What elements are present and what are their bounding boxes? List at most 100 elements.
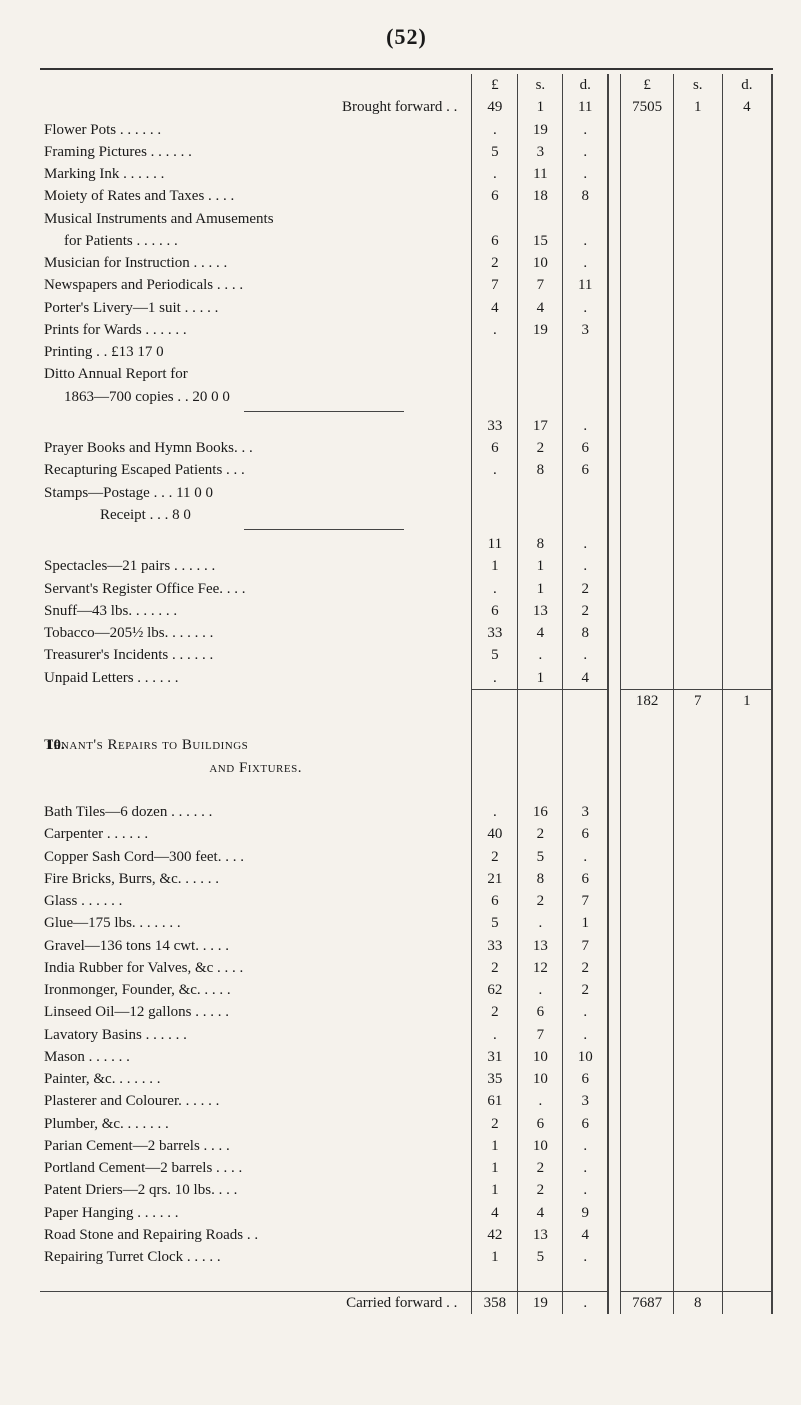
row-pence: 11 (563, 274, 608, 296)
row-description: Fire Bricks, Burrs, &c. . . . . . (40, 868, 472, 890)
row-description: Marking Ink . . . . . . (40, 163, 472, 185)
section10-body: Bath Tiles—6 dozen . . . . . ..163Carpen… (40, 801, 772, 1268)
row-description: India Rubber for Valves, &c . . . . (40, 957, 472, 979)
row-pence: 8 (563, 622, 608, 644)
row-pounds: 5 (472, 141, 518, 163)
ledger-row: Plumber, &c. . . . . . .266 (40, 1113, 772, 1135)
ledger-row: Road Stone and Repairing Roads . .42134 (40, 1224, 772, 1246)
ledger-row: Glass . . . . . .627 (40, 890, 772, 912)
ledger-row: Servant's Register Office Fee. . . ..12 (40, 578, 772, 600)
bf-outer-d: 4 (722, 96, 772, 118)
row-pounds: 42 (472, 1224, 518, 1246)
row-pence: . (563, 555, 608, 577)
row-description: Carpenter . . . . . . (40, 823, 472, 845)
row-pounds: 6 (472, 185, 518, 207)
row-pence: . (563, 533, 608, 555)
row-pence: 4 (563, 667, 608, 690)
section10-title-line2: and Fixtures. (209, 760, 302, 776)
ledger-row: Carpenter . . . . . .4026 (40, 823, 772, 845)
ledger-row: Printing . . £13 17 0 (40, 341, 772, 363)
row-description: Prints for Wards . . . . . . (40, 319, 472, 341)
row-pounds: 2 (472, 1113, 518, 1135)
row-shillings: 17 (518, 415, 563, 437)
row-description: Gravel—136 tons 14 cwt. . . . . (40, 935, 472, 957)
row-pounds: 7 (472, 274, 518, 296)
row-pounds: . (472, 319, 518, 341)
row-pence: 7 (563, 890, 608, 912)
row-shillings: 10 (518, 1046, 563, 1068)
row-shillings (518, 386, 563, 408)
row-pounds: . (472, 1024, 518, 1046)
section10-heading-row: 10. Tenant's Repairs to Buildings (40, 734, 772, 756)
row-shillings: 13 (518, 1224, 563, 1246)
row-pounds: 33 (472, 415, 518, 437)
ledger-row: Linseed Oil—12 gallons . . . . .26. (40, 1001, 772, 1023)
ledger-row: Moiety of Rates and Taxes . . . .6188 (40, 185, 772, 207)
row-shillings: 2 (518, 1179, 563, 1201)
row-description: Bath Tiles—6 dozen . . . . . . (40, 801, 472, 823)
row-pence: 6 (563, 1068, 608, 1090)
header-pence-outer: d. (722, 74, 772, 96)
bf-outer-s: 1 (673, 96, 722, 118)
row-description (40, 415, 472, 437)
ledger-row: Patent Driers—2 qrs. 10 lbs. . . .12. (40, 1179, 772, 1201)
row-shillings: 10 (518, 1135, 563, 1157)
row-description: Receipt . . . 8 0 (40, 504, 472, 526)
row-pence: . (563, 297, 608, 319)
header-shillings-inner: s. (518, 74, 563, 96)
row-description: Repairing Turret Clock . . . . . (40, 1246, 472, 1268)
ledger-row: Paper Hanging . . . . . .449 (40, 1202, 772, 1224)
row-shillings: 5 (518, 1246, 563, 1268)
cf-outer-l: 7687 (621, 1291, 673, 1314)
ledger-row: Bath Tiles—6 dozen . . . . . ..163 (40, 801, 772, 823)
row-pounds: 2 (472, 1001, 518, 1023)
row-pounds: 5 (472, 912, 518, 934)
ledger-row: Ironmonger, Founder, &c. . . . .62.2 (40, 979, 772, 1001)
row-pence: 8 (563, 185, 608, 207)
ledger-page: (52) £ s. d. £ s. d. Brought forward . .… (0, 0, 801, 1405)
sec9-outer-s: 7 (673, 689, 722, 712)
row-description (40, 533, 472, 555)
row-pence (563, 208, 608, 230)
ledger-row: Stamps—Postage . . . 11 0 0 (40, 482, 772, 504)
row-description: Glue—175 lbs. . . . . . . (40, 912, 472, 934)
row-description: Plumber, &c. . . . . . . (40, 1113, 472, 1135)
sec9-outer-l: 182 (621, 689, 673, 712)
row-description: Lavatory Basins . . . . . . (40, 1024, 472, 1046)
ledger-row: Receipt . . . 8 0 (40, 504, 772, 526)
row-pounds: 2 (472, 252, 518, 274)
cf-outer-s: 8 (673, 1291, 722, 1314)
row-pence: . (563, 1246, 608, 1268)
row-description: Ironmonger, Founder, &c. . . . . (40, 979, 472, 1001)
row-shillings: 10 (518, 1068, 563, 1090)
sec9-outer-d: 1 (722, 689, 772, 712)
ledger-table: £ s. d. £ s. d. Brought forward . . 49 1… (40, 74, 773, 1314)
row-pence: . (563, 644, 608, 666)
row-description: Treasurer's Incidents . . . . . . (40, 644, 472, 666)
cf-outer-d (722, 1291, 772, 1314)
row-pence (563, 504, 608, 526)
ledger-row: Copper Sash Cord—300 feet. . . .25. (40, 846, 772, 868)
row-pounds: . (472, 667, 518, 690)
row-pence: 6 (563, 459, 608, 481)
row-pence: . (563, 163, 608, 185)
section10-number: 10. (46, 735, 65, 755)
currency-header-row: £ s. d. £ s. d. (40, 74, 772, 96)
row-description: for Patients . . . . . . (40, 230, 472, 252)
ledger-row: Tobacco—205½ lbs. . . . . . .3348 (40, 622, 772, 644)
row-pence: . (563, 415, 608, 437)
row-pence: 2 (563, 578, 608, 600)
row-shillings: 2 (518, 1157, 563, 1179)
row-description: 1863—700 copies . . 20 0 0 (40, 386, 472, 408)
row-pounds: 4 (472, 1202, 518, 1224)
row-description: Glass . . . . . . (40, 890, 472, 912)
row-shillings: 1 (518, 555, 563, 577)
bf-outer-l: 7505 (621, 96, 673, 118)
bf-inner-l: 49 (472, 96, 518, 118)
row-shillings: 15 (518, 230, 563, 252)
ledger-row: Plasterer and Colourer. . . . . .61.3 (40, 1090, 772, 1112)
row-pounds (472, 208, 518, 230)
row-pence: 6 (563, 437, 608, 459)
row-pence: . (563, 846, 608, 868)
row-pounds (472, 386, 518, 408)
